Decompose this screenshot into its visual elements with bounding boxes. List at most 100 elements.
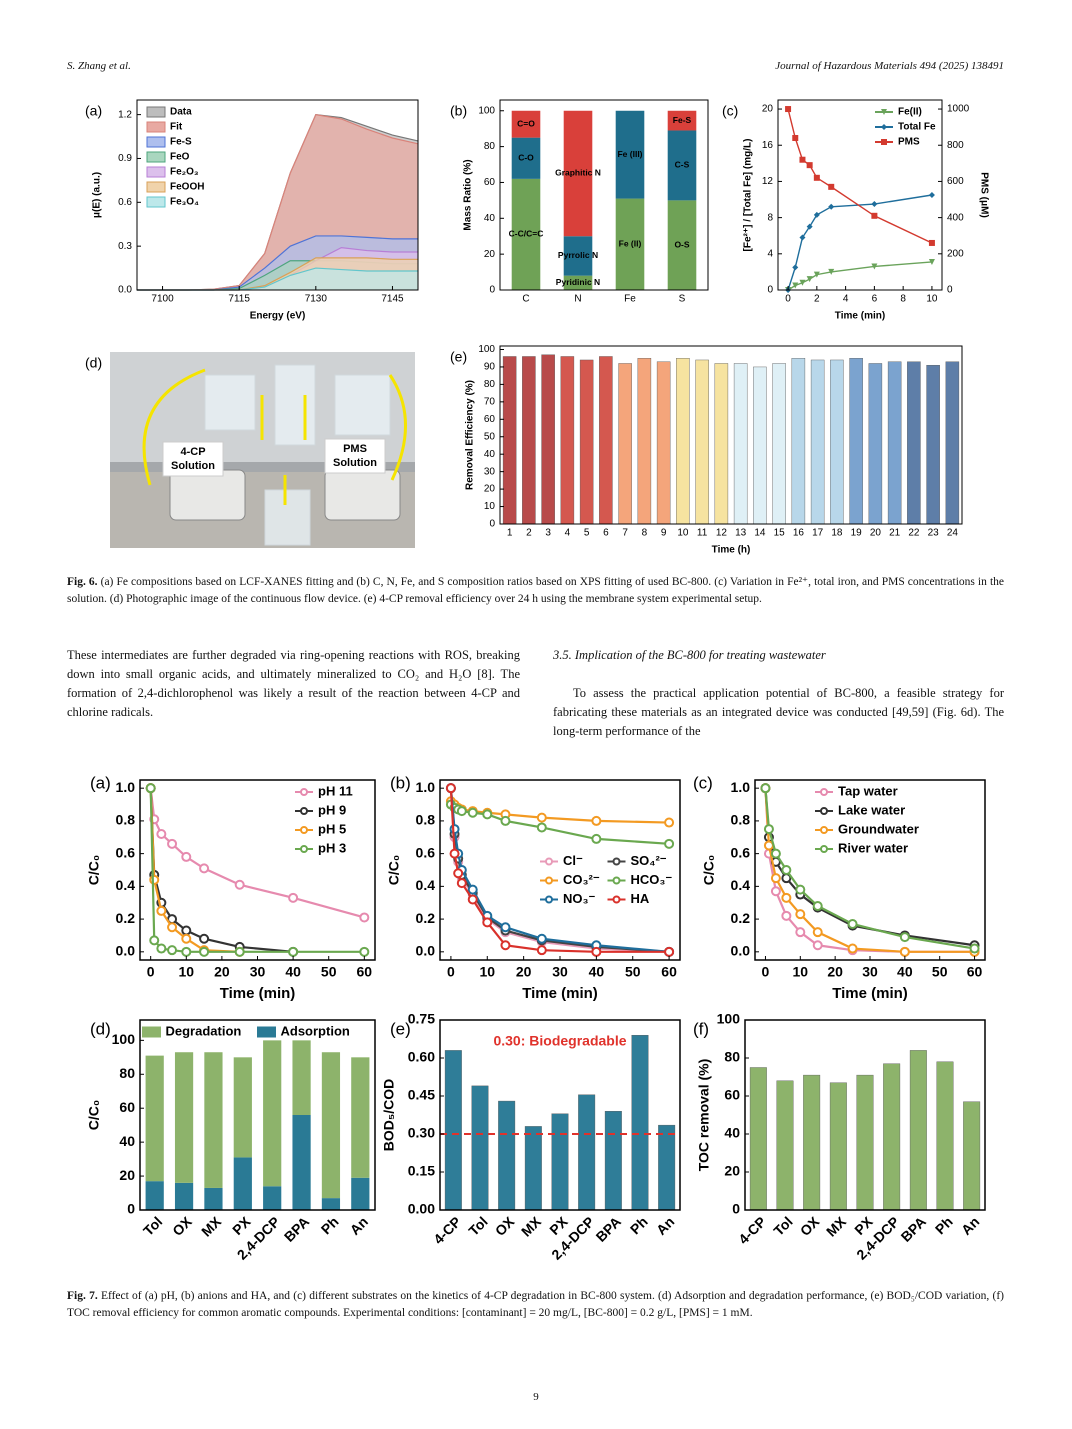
bar-segment xyxy=(511,178,541,290)
x-tick-label: Tol xyxy=(465,1213,490,1238)
x-tick-label: 16 xyxy=(793,528,805,539)
legend-marker xyxy=(820,826,828,834)
x-tick-label: 30 xyxy=(552,963,568,979)
photo-label: Solution xyxy=(333,457,377,469)
x-tick-label: 19 xyxy=(851,528,863,539)
data-point xyxy=(167,922,178,933)
legend-marker xyxy=(612,876,621,885)
bar xyxy=(772,363,786,525)
y-axis-title: TOC removal (%) xyxy=(696,1059,712,1172)
data-point xyxy=(149,874,160,885)
y-tick-label: 10 xyxy=(484,501,496,512)
legend-label: HCO₃⁻ xyxy=(631,872,673,887)
bar-segment xyxy=(292,1115,311,1210)
bar xyxy=(887,361,902,525)
x-axis-title: Energy (eV) xyxy=(250,311,306,322)
bar xyxy=(830,359,844,525)
photo-label: Solution xyxy=(171,460,215,472)
data-point xyxy=(456,806,467,817)
legend-label: Groundwater xyxy=(838,821,919,836)
data-point xyxy=(763,824,774,835)
y-tick-label: 100 xyxy=(112,1031,136,1047)
flow-arrow xyxy=(142,368,206,486)
legend-label: Degradation xyxy=(166,1023,242,1038)
data-point xyxy=(871,212,878,219)
segment-label: Pyridinic N xyxy=(556,277,600,287)
y-tick-label: 0.4 xyxy=(116,877,136,893)
bar xyxy=(551,1113,569,1211)
legend-marker xyxy=(300,807,308,815)
data-point xyxy=(359,912,370,923)
bar-segment xyxy=(351,1177,370,1210)
legend-label: pH 5 xyxy=(318,821,346,836)
data-point xyxy=(828,268,835,275)
bar xyxy=(749,1067,767,1211)
bar xyxy=(522,356,536,525)
data-point xyxy=(664,817,675,828)
y-tick-label: 0.0 xyxy=(118,285,132,296)
panel-label: (c) xyxy=(722,103,738,119)
x-tick-label: 10 xyxy=(926,294,938,305)
figure-caption: Fig. 7. Effect of (a) pH, (b) anions and… xyxy=(67,1288,1004,1322)
x-tick-label: Ph xyxy=(627,1213,651,1237)
data-point xyxy=(288,892,299,903)
x-tick-label: Tol xyxy=(770,1213,795,1238)
x-tick-label: 40 xyxy=(285,963,301,979)
y-tick-label: 0.2 xyxy=(116,910,136,926)
bar-segment xyxy=(145,1055,164,1182)
x-tick-label: 21 xyxy=(889,528,901,539)
bar xyxy=(599,356,613,525)
x-tick-label: 9 xyxy=(661,528,667,539)
legend-label: pH 9 xyxy=(318,802,346,817)
legend-swatch xyxy=(142,1026,161,1038)
y-tick-label: 0.0 xyxy=(416,943,436,959)
data-point xyxy=(792,135,799,141)
x-tick-label: S xyxy=(679,294,686,305)
data-point xyxy=(781,865,792,875)
data-point xyxy=(770,873,781,884)
data-point xyxy=(199,946,210,957)
y-tick-label: 0.0 xyxy=(116,943,136,959)
beaker xyxy=(334,374,391,436)
y-axis-title: C/C₀ xyxy=(86,1100,102,1130)
y2-tick-label: 600 xyxy=(947,176,964,187)
photo-label: PMS xyxy=(343,443,367,455)
bar xyxy=(524,1126,542,1211)
bar-segment xyxy=(233,1157,252,1210)
panel-label: (b) xyxy=(390,773,411,792)
x-tick-label: 7145 xyxy=(381,294,404,305)
data-point xyxy=(453,868,464,879)
data-point xyxy=(770,848,781,859)
data-point xyxy=(664,946,675,957)
panel-label: (d) xyxy=(90,1019,111,1038)
data-point xyxy=(792,282,799,289)
bar xyxy=(471,1085,489,1211)
x-tick-label: 7 xyxy=(622,528,628,539)
x-tick-label: An xyxy=(958,1213,983,1238)
bar xyxy=(849,358,863,525)
x-tick-label: 4-CP xyxy=(735,1213,769,1247)
beaker xyxy=(264,489,311,546)
y-tick-label: 1.0 xyxy=(416,779,436,795)
y-tick-label: 0.6 xyxy=(416,844,436,860)
x-tick-label: 20 xyxy=(516,963,532,979)
segment-label: C=O xyxy=(517,118,535,128)
x-tick-label: 20 xyxy=(870,528,882,539)
data-point xyxy=(799,234,806,241)
bar-segment xyxy=(351,1057,370,1178)
data-point xyxy=(234,946,245,957)
page-number: 9 xyxy=(533,1391,539,1403)
x-tick-label: Ph xyxy=(318,1213,342,1237)
bar-segment xyxy=(292,1040,311,1115)
legend-label: Tap water xyxy=(838,783,898,798)
data-point xyxy=(482,809,493,820)
bar-segment xyxy=(145,1181,164,1210)
bar xyxy=(733,363,748,525)
caption-text: (a) Fe compositions based on LCF-XANES f… xyxy=(67,576,1004,605)
legend-label: Lake water xyxy=(838,802,905,817)
plot-frame xyxy=(136,99,419,291)
y-tick-label: 20 xyxy=(484,249,496,260)
y-tick-label: 0 xyxy=(489,285,495,296)
data-point xyxy=(785,106,792,113)
y-axis-title: Mass Ratio (%) xyxy=(463,159,474,230)
